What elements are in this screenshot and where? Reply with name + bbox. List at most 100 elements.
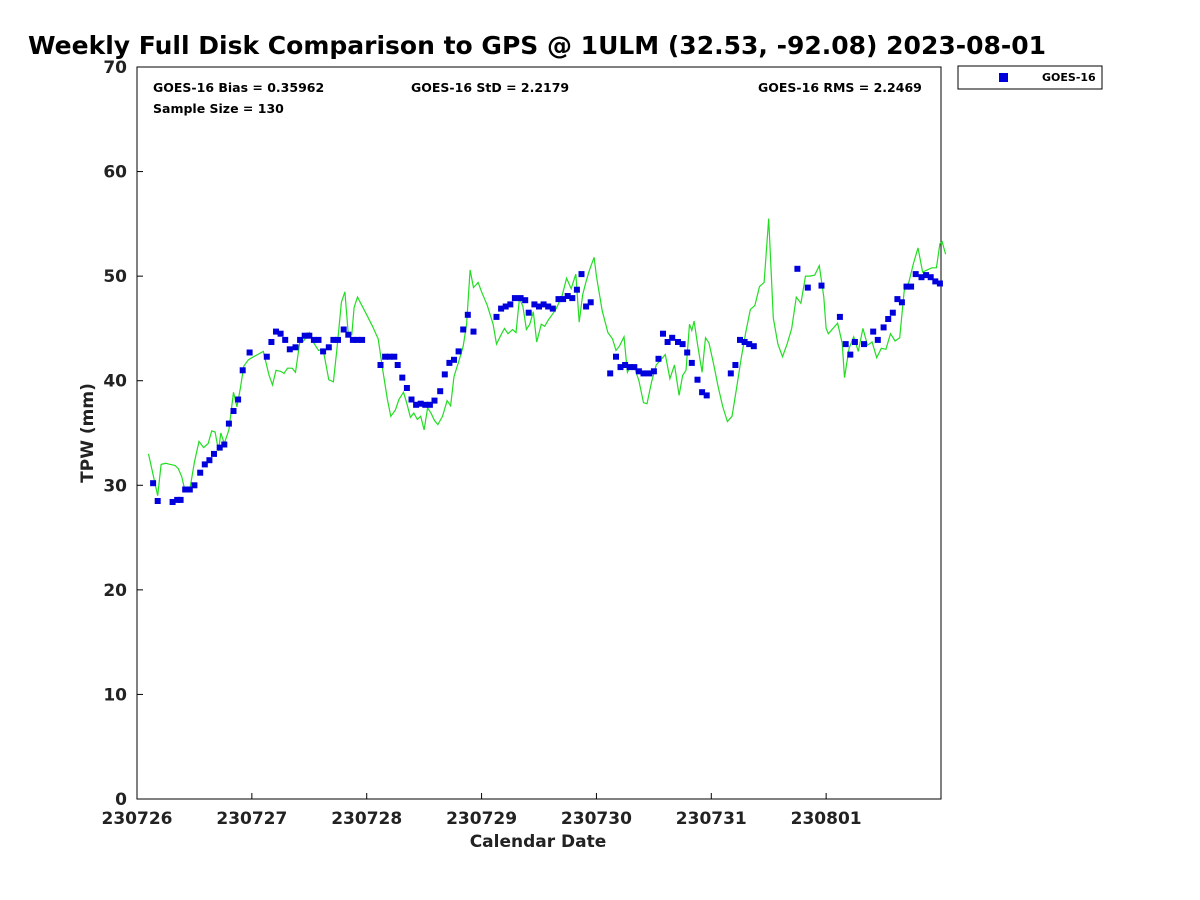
data-point-goes16: [578, 271, 585, 278]
data-point-goes16: [531, 301, 538, 308]
data-point-goes16: [842, 341, 849, 348]
x-tick-label: 230730: [561, 809, 632, 829]
data-point-goes16: [292, 344, 299, 351]
x-axis-label: Calendar Date: [470, 832, 607, 852]
data-point-goes16: [377, 362, 384, 368]
data-point-goes16: [517, 295, 524, 302]
data-point-goes16: [455, 348, 462, 355]
data-point-goes16: [655, 355, 662, 362]
data-point-goes16: [694, 376, 701, 383]
data-point-goes16: [206, 457, 213, 464]
data-point-goes16: [660, 330, 666, 337]
data-point-goes16: [507, 301, 514, 308]
data-point-goes16: [431, 397, 438, 404]
data-point-goes16: [555, 296, 562, 303]
data-point-goes16: [880, 324, 887, 331]
data-point-goes16: [417, 400, 424, 407]
data-point-goes16: [498, 305, 505, 312]
data-point-goes16: [732, 362, 739, 368]
data-point-goes16: [635, 368, 642, 375]
data-point-goes16: [502, 303, 509, 310]
data-point-goes16: [669, 334, 676, 341]
data-point-goes16: [211, 450, 217, 457]
data-point-goes16: [741, 339, 748, 345]
data-point-goes16: [186, 486, 193, 493]
data-point-goes16: [569, 295, 576, 302]
data-point-goes16: [464, 311, 471, 318]
data-point-goes16: [169, 499, 176, 505]
data-point-goes16: [345, 331, 352, 338]
data-point-goes16: [688, 359, 695, 366]
chart-title: Weekly Full Disk Comparison to GPS @ 1UL…: [28, 31, 1046, 60]
data-point-goes16: [912, 271, 919, 278]
data-point-goes16: [325, 344, 332, 351]
plot-area: [136, 66, 942, 800]
data-point-goes16: [927, 274, 934, 281]
data-point-goes16: [386, 353, 393, 360]
x-tick-label: 230727: [216, 809, 287, 829]
data-point-goes16: [898, 299, 905, 306]
data-point-goes16: [177, 496, 184, 503]
y-axis-label: TPW (mm): [78, 383, 98, 483]
x-tick-label: 230801: [791, 809, 862, 829]
data-point-goes16: [394, 362, 401, 368]
data-point-goes16: [225, 420, 232, 427]
data-point-goes16: [894, 296, 901, 303]
data-point-goes16: [286, 346, 293, 353]
data-point-goes16: [650, 368, 657, 375]
data-point-goes16: [836, 313, 843, 320]
y-axis: 0 10 20 30 40 50 60 70: [103, 58, 143, 810]
data-point-goes16: [918, 274, 925, 281]
y-tick-label: 60: [103, 163, 127, 183]
data-point-goes16: [437, 388, 444, 395]
data-point-goes16: [536, 303, 542, 310]
y-tick-label: 40: [103, 372, 127, 392]
data-point-goes16: [320, 348, 327, 355]
std-stat: GOES-16 StD = 2.2179: [411, 80, 569, 95]
data-point-goes16: [197, 469, 204, 476]
data-point-goes16: [359, 336, 366, 343]
data-point-goes16: [191, 482, 198, 489]
data-point-goes16: [301, 332, 308, 339]
sample-size-stat: Sample Size = 130: [153, 101, 284, 116]
legend-box: [957, 65, 1103, 90]
data-point-goes16: [235, 396, 242, 403]
legend: GOES-16: [957, 65, 1103, 90]
y-tick-label: 10: [103, 685, 127, 705]
data-point-goes16: [861, 341, 867, 348]
data-point-goes16: [746, 341, 753, 348]
data-point-goes16: [583, 303, 590, 310]
data-point-goes16: [908, 283, 915, 290]
data-point-goes16: [564, 293, 571, 299]
data-point-goes16: [750, 343, 757, 350]
data-point-goes16: [335, 336, 341, 343]
y-tick-label: 30: [103, 476, 127, 496]
x-tick-label: 230731: [676, 809, 747, 829]
data-point-goes16: [239, 367, 246, 374]
data-point-goes16: [573, 286, 580, 293]
data-point-goes16: [874, 336, 881, 343]
data-point-goes16: [297, 336, 304, 343]
data-point-goes16: [540, 301, 547, 308]
data-point-goes16: [622, 362, 629, 368]
x-tick-label: 230726: [102, 809, 173, 829]
data-point-goes16: [936, 280, 943, 287]
data-point-goes16: [870, 328, 877, 335]
data-point-goes16: [230, 408, 237, 414]
data-point-goes16: [885, 316, 892, 322]
data-point-goes16: [216, 444, 223, 451]
data-point-goes16: [511, 295, 518, 302]
bias-stat: GOES-16 Bias = 0.35962: [153, 80, 324, 95]
data-point-goes16: [446, 359, 453, 366]
data-point-goes16: [403, 385, 410, 391]
data-point-goes16: [617, 364, 624, 371]
data-point-goes16: [391, 353, 398, 360]
data-point-goes16: [664, 339, 671, 345]
data-point-goes16: [794, 265, 801, 272]
data-point-goes16: [408, 396, 415, 403]
data-point-goes16: [340, 326, 347, 333]
data-point-goes16: [263, 353, 270, 360]
data-point-goes16: [525, 309, 532, 316]
x-tick-label: 230729: [446, 809, 517, 829]
